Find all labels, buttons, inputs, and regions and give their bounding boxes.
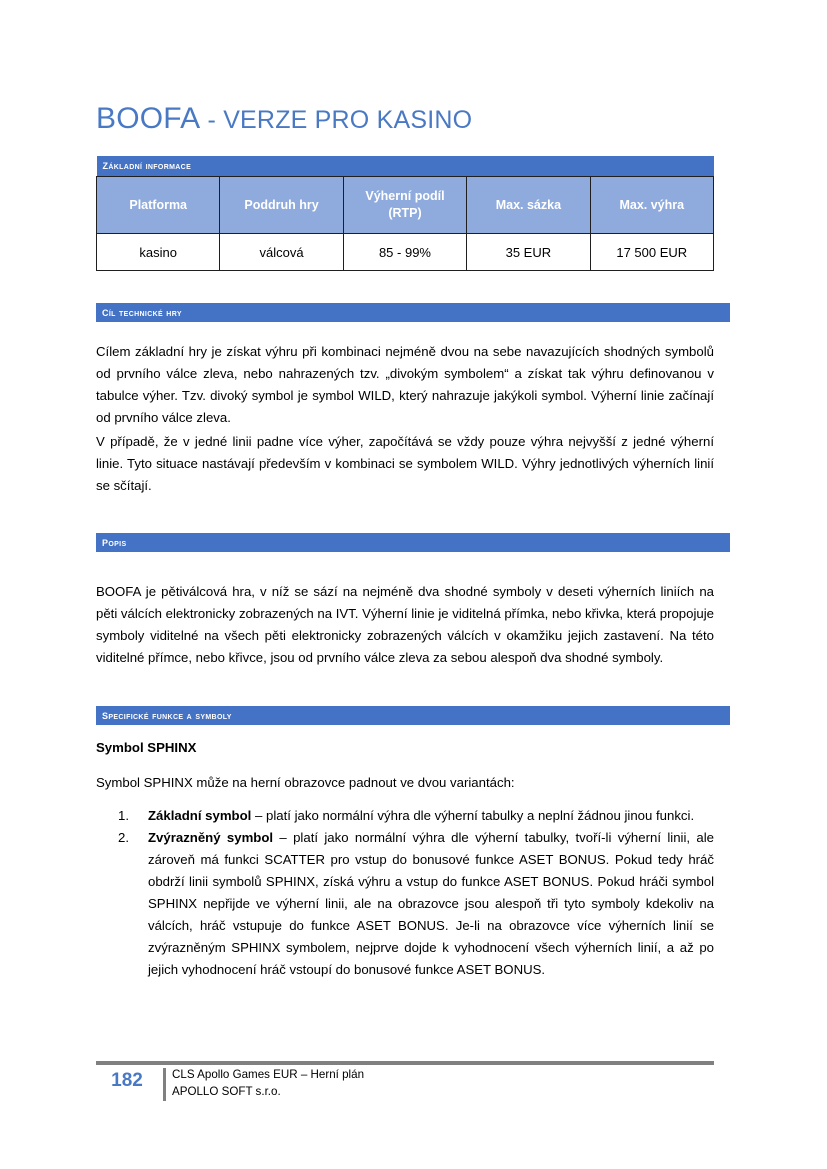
section-bar-specificke-funkce: Specifické funkce a symboly <box>96 706 730 725</box>
cell-poddruh-hry: válcová <box>219 233 344 271</box>
column-header-vyherni-podil: Výherní podíl (RTP) <box>342 176 468 234</box>
table-caption: Základní informace <box>96 156 714 177</box>
page-title: BOOFA - VERZE PRO KASINO <box>96 100 736 139</box>
column-header-platforma: Platforma <box>95 176 221 234</box>
list-item-number: 2. <box>118 830 129 845</box>
footer-divider <box>96 1061 714 1065</box>
cell-max-sazka: 35 EUR <box>466 233 591 271</box>
basic-info-table-wrapper: Základní informace Platforma Poddruh hry… <box>95 156 715 271</box>
list-item-number: 1. <box>118 808 129 823</box>
table-caption-row: Základní informace <box>96 156 714 177</box>
subheading-symbol-sphinx: Symbol SPHINX <box>96 740 197 755</box>
cell-vyherni-podil: 85 - 99% <box>342 233 468 271</box>
column-header-max-sazka: Max. sázka <box>466 176 591 234</box>
column-header-max-vyhra: Max. výhra <box>589 176 715 234</box>
paragraph-goal-1: Cílem základní hry je získat výhru při k… <box>96 344 714 425</box>
list-item-text: – platí jako normální výhra dle výherní … <box>251 808 695 823</box>
footer-text: CLS Apollo Games EUR – Herní plán APOLLO… <box>172 1066 592 1100</box>
paragraph-goal-2: V případě, že v jedné linii padne více v… <box>96 434 714 493</box>
page-title-dash: - <box>200 106 224 134</box>
page-title-sub: VERZE PRO KASINO <box>223 106 473 134</box>
list-item: 2. Zvýrazněný symbol – platí jako normál… <box>96 827 714 981</box>
footer-line-2: APOLLO SOFT s.r.o. <box>172 1085 281 1098</box>
table-row: kasino válcová 85 - 99% 35 EUR 17 500 EU… <box>95 233 715 271</box>
page-number: 182 <box>111 1070 143 1091</box>
table-header-row: Platforma Poddruh hry Výherní podíl (RTP… <box>95 176 715 234</box>
sphinx-variants-list: 1. Základní symbol – platí jako normální… <box>96 805 714 981</box>
section-bar-popis: Popis <box>96 533 730 552</box>
list-item-label: Základní symbol <box>148 808 252 823</box>
list-item: 1. Základní symbol – platí jako normální… <box>96 805 714 827</box>
cell-platforma: kasino <box>95 233 221 271</box>
list-item-text: – platí jako normální výhra dle výherní … <box>148 830 714 977</box>
list-item-label: Zvýrazněný symbol <box>148 830 274 845</box>
basic-info-table: Základní informace Platforma Poddruh hry… <box>95 156 715 271</box>
page-title-main: BOOFA <box>96 102 201 135</box>
paragraph-sphinx-intro: Symbol SPHINX může na herní obrazovce pa… <box>96 775 515 790</box>
footer-vertical-divider <box>163 1068 166 1101</box>
paragraph-description: BOOFA je pětiválcová hra, v níž se sází … <box>96 584 714 665</box>
footer-line-1: CLS Apollo Games EUR – Herní plán <box>172 1068 365 1081</box>
cell-max-vyhra: 17 500 EUR <box>589 233 715 271</box>
section-bar-cil-technicke-hry: Cíl technické hry <box>96 303 730 322</box>
column-header-poddruh-hry: Poddruh hry <box>219 176 344 234</box>
